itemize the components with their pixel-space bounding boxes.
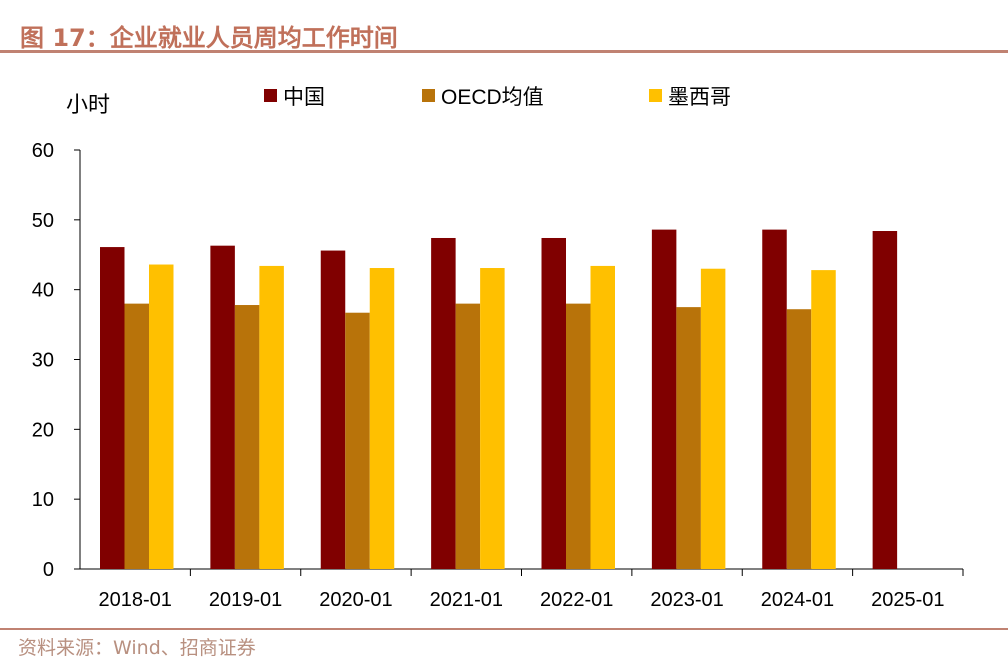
y-tick-label: 30 [32, 350, 54, 372]
legend-label: OECD均值 [441, 86, 544, 109]
x-tick-label: 2025-01 [871, 589, 944, 611]
title-rule [0, 50, 1008, 53]
bar-chart: 0 10 20 30 40 50 60 小时 2018-01 2019-01 2020-01 2021… [32, 86, 964, 611]
y-tick-label: 60 [32, 140, 54, 162]
bar-mexico [700, 268, 726, 569]
bar-mexico [480, 268, 505, 569]
y-tick-label: 10 [32, 489, 54, 511]
legend-swatch [264, 89, 277, 102]
bar-oecd [786, 309, 812, 569]
y-tick-label: 40 [32, 280, 54, 302]
x-tick-label: 2023-01 [650, 589, 723, 611]
bar-mexico [590, 265, 615, 569]
bar-china [872, 231, 898, 570]
bar-oecd [234, 305, 260, 569]
bar-china [651, 229, 677, 570]
bar-china [541, 237, 566, 570]
footer-rule [0, 628, 1008, 630]
figure-title: 图 17：企业就业人员周均工作时间 [20, 24, 398, 52]
bar-china [210, 245, 235, 569]
bar-oecd [124, 303, 149, 569]
x-tick-label: 2024-01 [761, 589, 834, 611]
legend-label: 中国 [283, 86, 325, 109]
legend-swatch [649, 89, 662, 102]
y-tick-label: 0 [43, 559, 54, 581]
bar-china [762, 229, 787, 570]
bar-oecd [455, 303, 481, 569]
source-note: 资料来源：Wind、招商证券 [18, 637, 256, 659]
bar-china [100, 247, 125, 569]
x-tick-label: 2018-01 [98, 589, 171, 611]
x-tick-label: 2021-01 [430, 589, 503, 611]
bar-mexico [149, 264, 174, 569]
x-tick-label: 2022-01 [540, 589, 613, 611]
bar-oecd [676, 307, 701, 569]
bar-oecd [566, 303, 591, 569]
bar-china [320, 250, 346, 569]
bar-mexico [811, 270, 836, 569]
legend-swatch [422, 89, 435, 102]
bar-mexico [259, 265, 284, 569]
y-tick-label: 20 [32, 419, 54, 441]
legend-label: 墨西哥 [668, 86, 731, 109]
y-axis-label: 小时 [66, 92, 110, 117]
bar-china [431, 237, 456, 570]
bar-oecd [345, 312, 370, 569]
bar-mexico [369, 268, 395, 569]
x-tick-label: 2020-01 [319, 589, 392, 611]
y-tick-label: 50 [32, 210, 54, 232]
x-tick-label: 2019-01 [209, 589, 282, 611]
